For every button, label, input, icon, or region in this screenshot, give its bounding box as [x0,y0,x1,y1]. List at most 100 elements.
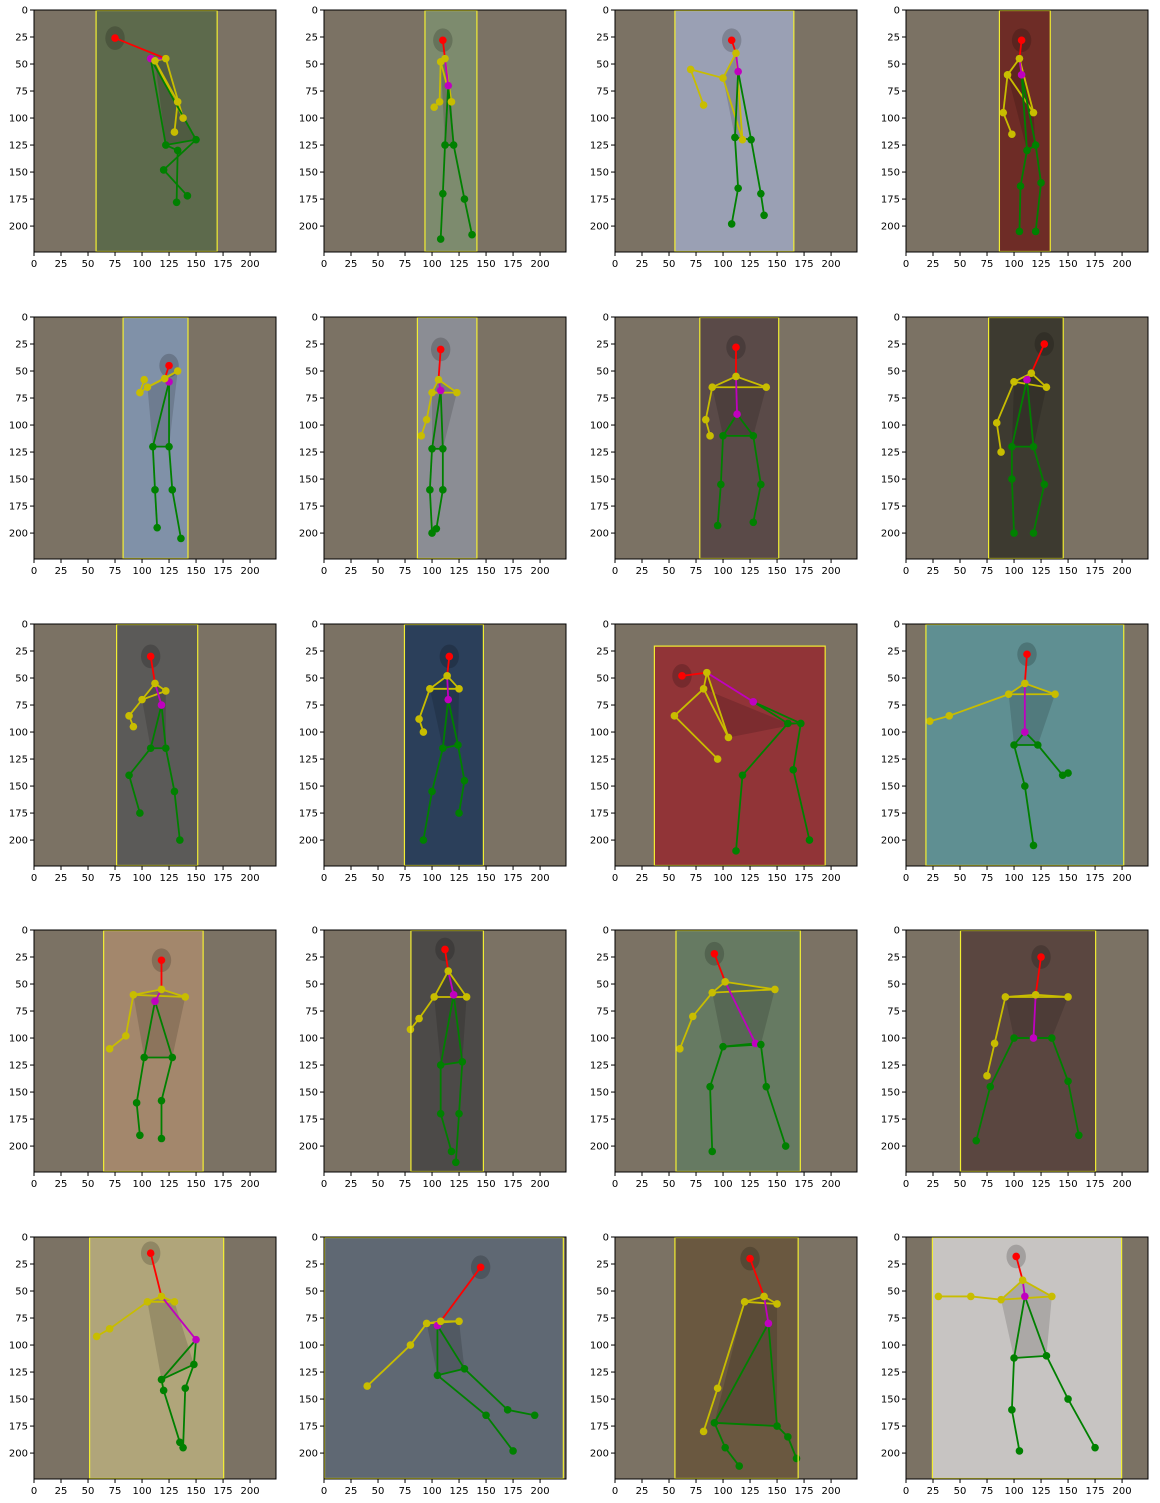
keypoint [433,1371,442,1380]
skeleton-leg-bone [1020,74,1028,151]
x-tick-label: 25 [345,873,358,884]
keypoint [1016,182,1025,190]
skeleton-leg-bone [162,1390,181,1443]
y-tick-label: 175 [9,809,28,820]
keypoint [439,36,447,45]
x-tick-label: 175 [795,1179,814,1190]
y-tick-label: 25 [596,647,609,658]
y-tick-label: 125 [590,1061,609,1072]
person-photo [674,1237,799,1479]
x-tick-label: 175 [795,873,814,884]
keypoint [1021,728,1029,736]
x-tick-label: 200 [241,873,260,884]
x-tick-label: 75 [109,1486,122,1497]
x-tick-label: 175 [504,1486,523,1497]
panel-15: 0 0 25 25 50 50 75 75 100 100 125 125 150 150 175 175 20… [590,926,858,1190]
keypoint [1029,841,1038,850]
keypoint [1015,1447,1024,1455]
x-tick-label: 50 [372,1486,385,1497]
y-tick-label: 100 [590,421,609,432]
y-tick-label: 200 [881,1142,900,1153]
y-tick-label: 25 [887,1260,900,1271]
keypoint [773,1422,781,1430]
keypoint [170,787,179,796]
skeleton-leg-bone [485,1414,514,1452]
skeleton-leg-bone [447,85,455,146]
skeleton-leg-bone [1067,1081,1080,1136]
x-tick-label: 75 [109,259,122,270]
skeleton-leg-bone [719,435,724,485]
y-tick-label: 200 [9,1142,28,1153]
person-body-shape [432,379,457,449]
x-tick-label: 75 [399,259,412,270]
keypoint [792,1454,801,1463]
y-tick-label: 150 [299,1395,318,1406]
skeleton-leg-bone [149,704,163,749]
skeleton-leg-bone [1013,1354,1047,1359]
x-tick-label: 200 [822,259,841,270]
keypoint [749,518,758,527]
panel-14: 0 0 25 25 50 50 75 75 100 100 125 125 150 150 175 175 20… [299,926,567,1190]
keypoint [746,1254,754,1263]
skeleton-leg-bone [1010,379,1028,447]
keypoint [699,1427,708,1436]
keypoint [140,1053,148,1062]
keypoint [181,1384,190,1393]
skeleton-arm-bone [109,1301,148,1330]
x-tick-label: 175 [214,1179,233,1190]
x-tick-label: 25 [927,873,940,884]
keypoint [732,847,740,855]
x-tick-label: 100 [1004,566,1023,577]
y-tick-label: 0 [312,1233,318,1244]
keypoint [443,672,451,680]
y-tick-label: 50 [15,60,28,71]
y-tick-label: 0 [603,620,609,631]
y-tick-label: 200 [299,1449,318,1460]
y-tick-label: 100 [590,728,609,739]
keypoint [699,685,708,693]
x-tick-label: 150 [187,873,206,884]
skeleton-leg-bone [175,150,179,203]
y-tick-label: 175 [9,195,28,206]
skeleton-leg-bone [454,1113,460,1163]
keypoint [733,410,741,419]
skeleton-arm-bone [141,690,167,701]
y-tick-label: 175 [590,809,609,820]
skeleton-torso-bone [444,58,450,86]
y-tick-label: 75 [305,701,318,712]
y-tick-label: 175 [9,502,28,513]
keypoint [509,1447,517,1455]
keypoint [727,36,736,45]
person-body-shape [1008,683,1056,745]
y-tick-label: 100 [9,114,28,125]
x-tick-label: 150 [477,259,496,270]
y-tick-label: 0 [22,6,28,17]
x-tick-label: 150 [768,259,787,270]
x-tick-label: 0 [903,259,909,270]
keypoint [476,1263,485,1272]
skeleton-leg-bone [736,413,755,437]
x-tick-label: 125 [740,1486,759,1497]
keypoint [1021,782,1029,790]
skeleton-leg-bone [154,1001,174,1058]
keypoint [140,375,148,384]
keypoint [1012,1252,1020,1261]
skeleton-leg-bone [975,1086,992,1141]
person-body-shape [429,675,460,749]
keypoint [760,211,768,220]
skeleton-leg-bone [1010,1357,1015,1410]
skeleton-arm-bone [366,1344,412,1387]
skeleton-leg-bone [164,748,176,792]
skeleton-leg-bone [431,748,444,792]
skeleton-leg-bone [716,484,722,526]
axes-frame [905,9,1149,253]
y-tick-label: 175 [299,1115,318,1126]
y-tick-label: 75 [305,1007,318,1018]
y-tick-label: 50 [887,674,900,685]
keypoint [160,374,169,383]
skeleton-leg-bone [1013,1296,1026,1359]
keypoint [435,98,444,106]
skeleton-leg-bone [160,704,167,749]
x-tick-label: 0 [612,1179,618,1190]
